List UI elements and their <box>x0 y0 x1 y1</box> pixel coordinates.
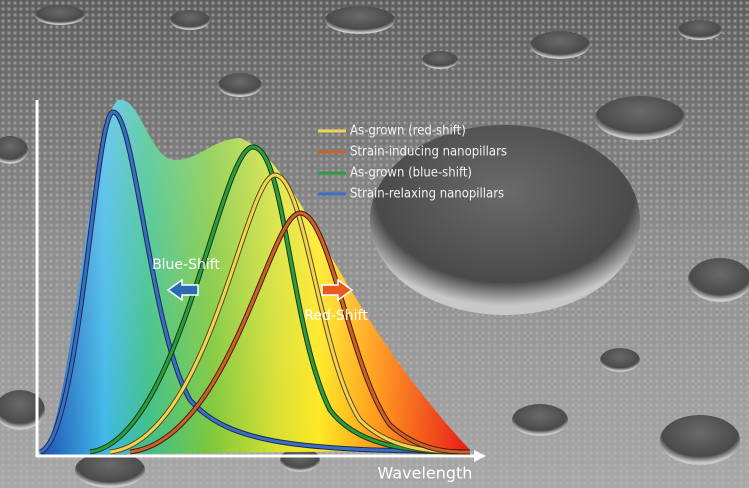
legend-label: Strain-inducing nanopillars <box>350 145 507 160</box>
legend-label: As-grown (red-shift) <box>350 124 466 139</box>
legend-label: As-grown (blue-shift) <box>350 166 472 181</box>
illustration: Blue-Shift Red-Shift Wavelength As-grown… <box>0 0 749 488</box>
red-shift-label: Red-Shift <box>304 308 368 324</box>
axis-label: Wavelength <box>378 464 473 483</box>
legend-label: Strain-relaxing nanopillars <box>350 187 504 202</box>
blue-shift-label: Blue-Shift <box>152 257 220 273</box>
